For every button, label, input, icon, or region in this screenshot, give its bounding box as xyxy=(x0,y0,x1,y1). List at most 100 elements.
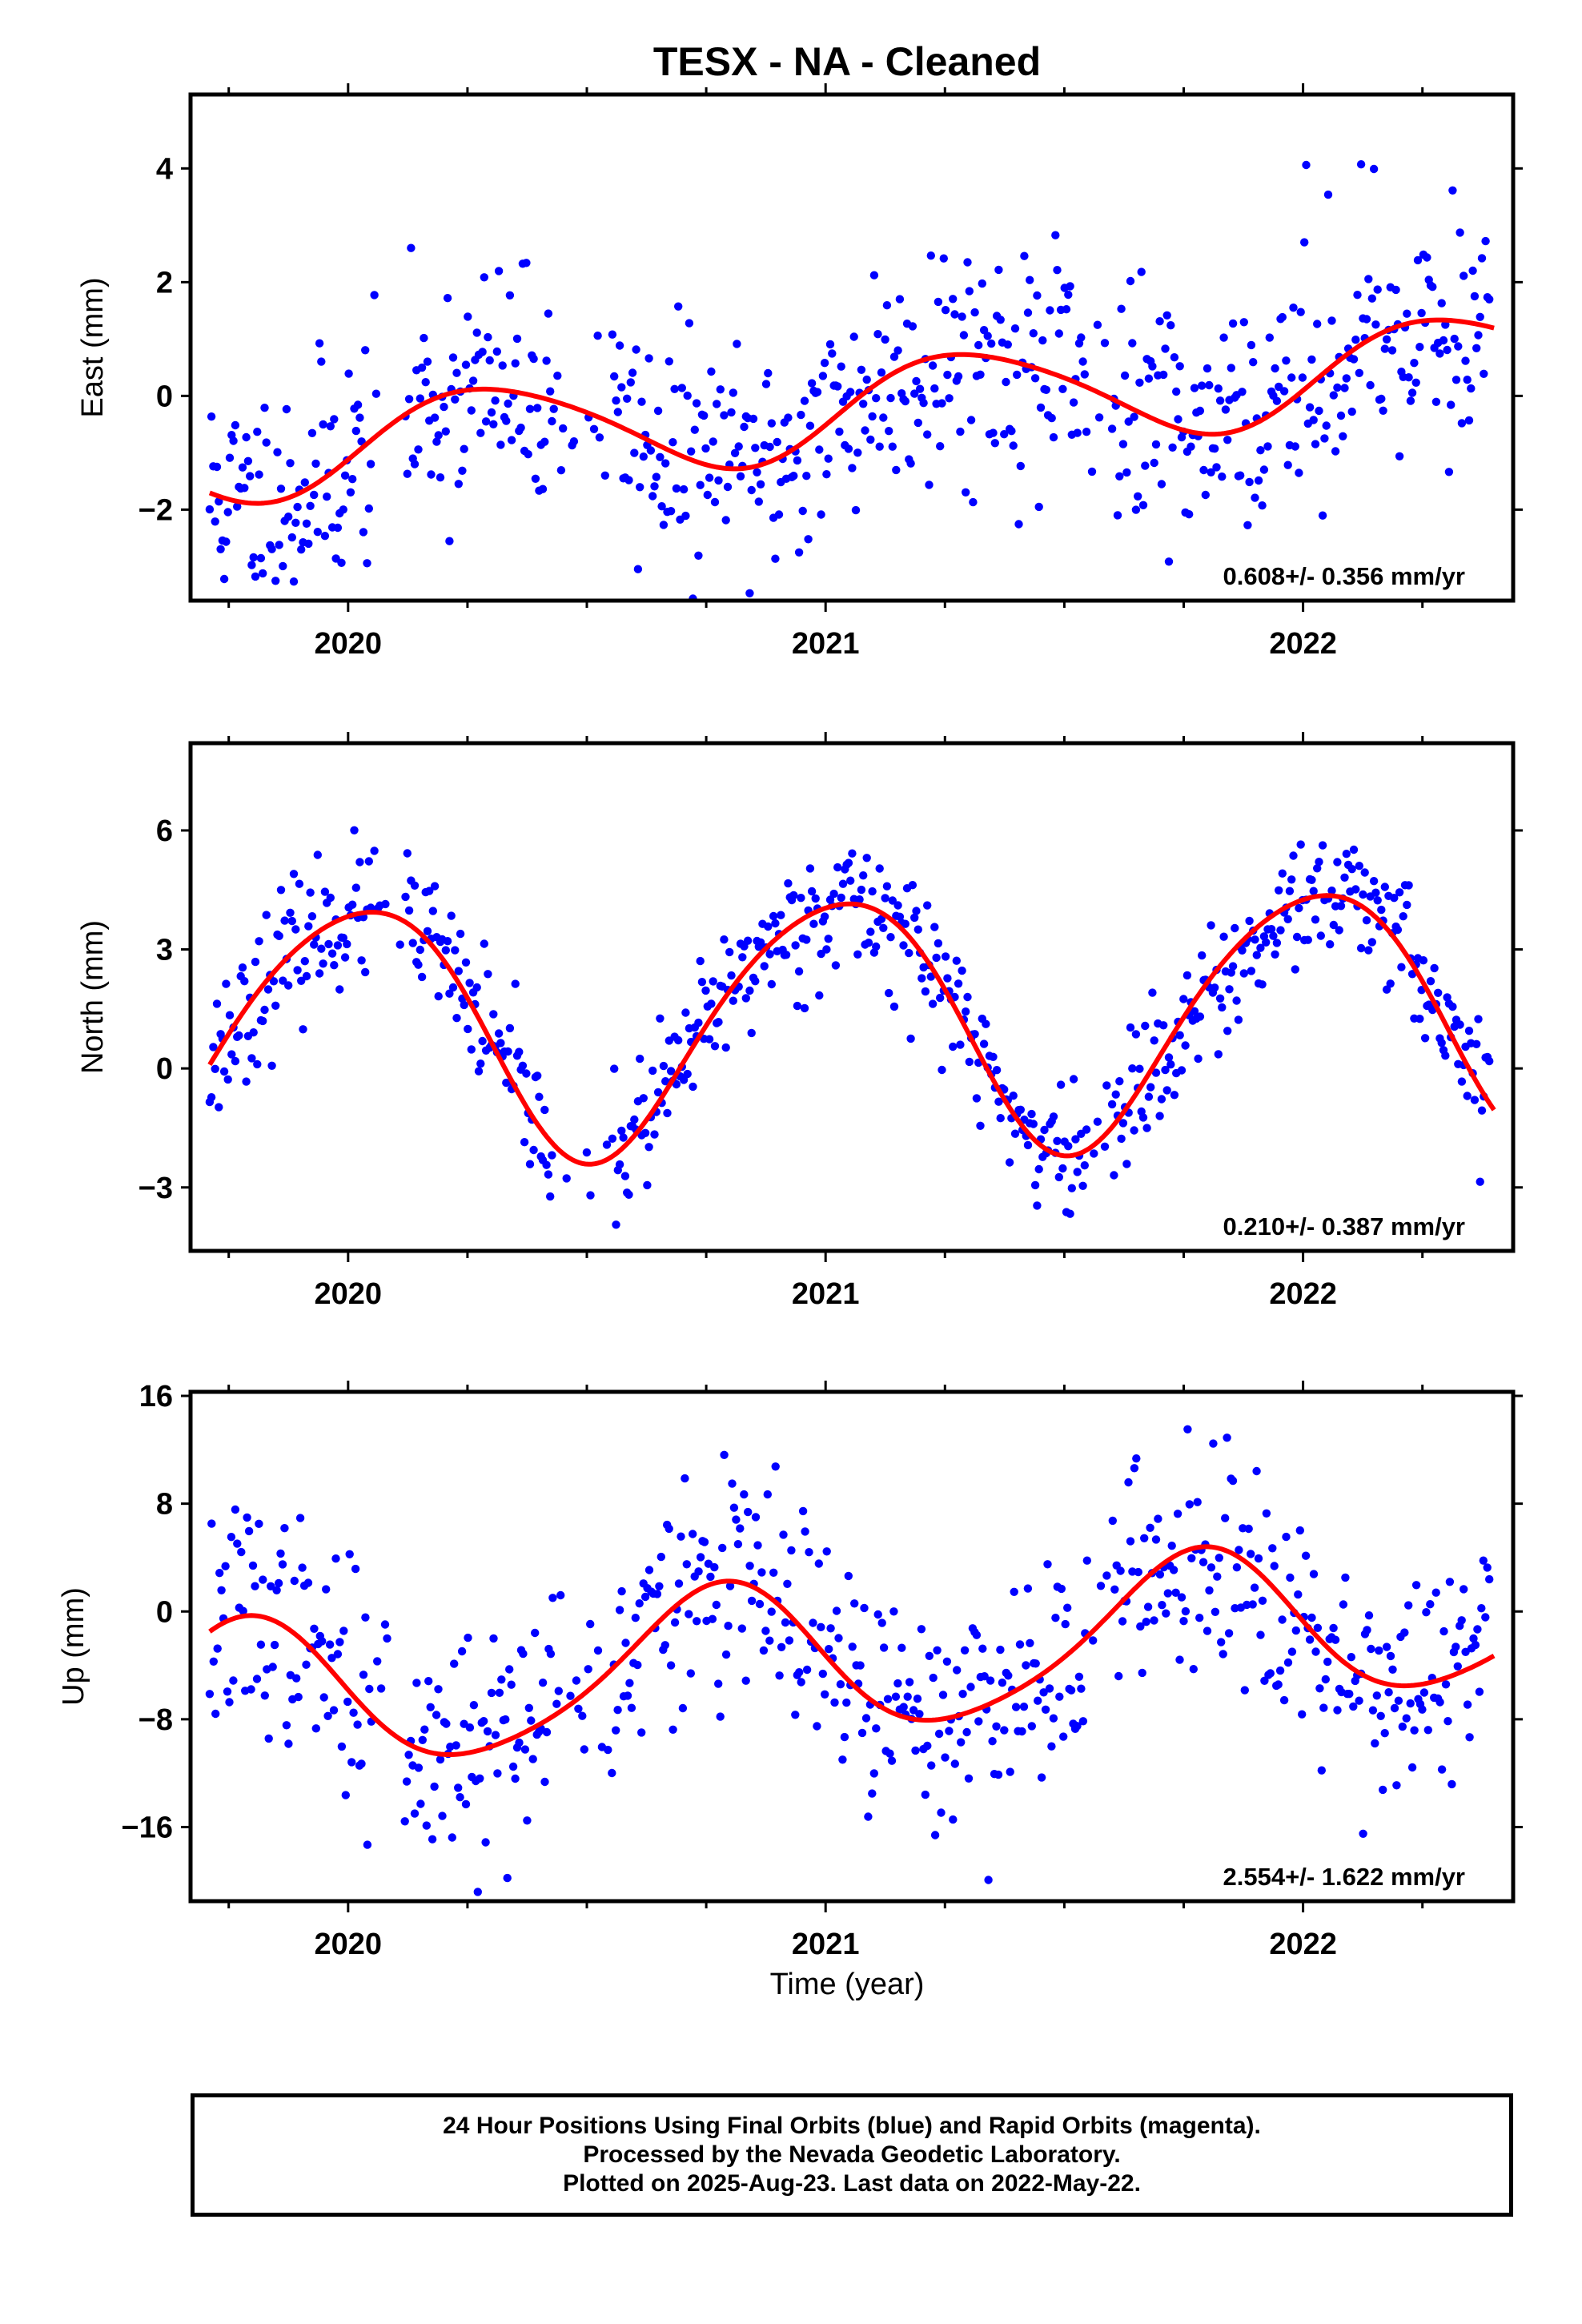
data-point xyxy=(1426,1600,1435,1609)
data-point xyxy=(329,1706,339,1715)
data-point xyxy=(1415,1015,1424,1023)
data-point xyxy=(962,1007,970,1016)
data-point xyxy=(1476,312,1484,321)
data-point xyxy=(714,1679,723,1688)
data-point xyxy=(460,1000,468,1010)
data-point xyxy=(403,469,412,478)
data-point xyxy=(1439,336,1448,345)
data-point xyxy=(418,1735,427,1744)
data-point xyxy=(1143,1602,1153,1611)
data-point xyxy=(440,402,448,412)
data-point xyxy=(297,545,306,554)
data-point xyxy=(945,394,954,403)
data-point xyxy=(523,1816,532,1825)
data-point xyxy=(1410,1726,1419,1735)
data-point xyxy=(219,1067,229,1076)
data-point xyxy=(889,1607,898,1616)
data-point xyxy=(215,1569,224,1578)
data-point xyxy=(969,497,978,507)
data-point xyxy=(504,399,512,408)
data-point xyxy=(1238,946,1247,955)
data-point xyxy=(1367,1644,1375,1654)
data-point xyxy=(1485,1056,1494,1066)
data-point xyxy=(850,1599,859,1608)
data-point xyxy=(267,545,276,553)
data-point xyxy=(546,387,555,396)
data-point xyxy=(341,1791,350,1799)
data-point xyxy=(779,1530,788,1539)
data-point xyxy=(805,864,815,873)
data-point xyxy=(941,306,950,315)
data-point xyxy=(945,1727,954,1735)
data-point xyxy=(1194,1054,1203,1063)
data-point xyxy=(522,1069,531,1078)
data-point xyxy=(685,1610,693,1618)
data-point xyxy=(1096,1582,1106,1590)
data-point xyxy=(1347,407,1356,416)
data-point xyxy=(617,383,626,392)
data-point xyxy=(710,497,720,507)
data-point xyxy=(741,994,750,1003)
data-point xyxy=(1207,1563,1216,1572)
data-point xyxy=(681,1474,689,1483)
data-point xyxy=(1441,1680,1451,1689)
data-point xyxy=(882,301,892,310)
data-point xyxy=(1294,1590,1303,1599)
data-point xyxy=(672,484,681,493)
data-point xyxy=(1037,1773,1046,1782)
data-point xyxy=(899,941,908,950)
data-point xyxy=(901,396,910,406)
data-point xyxy=(1126,1537,1135,1546)
data-point xyxy=(1259,465,1269,474)
data-point xyxy=(1448,1002,1457,1011)
data-point xyxy=(249,1028,258,1037)
data-point xyxy=(720,935,729,944)
data-point xyxy=(1170,353,1179,362)
data-point xyxy=(714,476,723,485)
data-point xyxy=(333,1650,343,1659)
data-point xyxy=(793,1001,802,1011)
data-point xyxy=(300,957,309,966)
data-point xyxy=(207,412,216,421)
data-point xyxy=(970,308,979,317)
data-point xyxy=(994,1097,1003,1106)
data-point xyxy=(260,404,269,412)
data-point xyxy=(756,480,765,489)
data-point xyxy=(1207,921,1215,930)
data-point xyxy=(318,1637,327,1646)
data-point xyxy=(775,1671,784,1680)
y-tick-label: −3 xyxy=(139,1172,173,1205)
data-point xyxy=(476,428,485,437)
data-point xyxy=(849,332,858,341)
data-point xyxy=(319,959,327,968)
data-point xyxy=(627,1703,636,1712)
data-point xyxy=(559,424,568,433)
data-point xyxy=(1066,1209,1074,1218)
data-point xyxy=(949,1042,958,1051)
data-point xyxy=(1078,1717,1088,1726)
data-point xyxy=(1166,1060,1175,1069)
data-point xyxy=(925,1651,934,1660)
data-point xyxy=(1159,370,1168,380)
data-point xyxy=(464,1633,472,1642)
data-point xyxy=(259,1575,267,1584)
data-point xyxy=(1248,1600,1257,1609)
data-point xyxy=(644,354,653,363)
data-point xyxy=(544,309,553,318)
data-point xyxy=(1064,290,1073,300)
data-point xyxy=(353,1720,362,1729)
data-point xyxy=(910,913,919,923)
data-point xyxy=(229,436,238,445)
data-point xyxy=(489,1634,498,1643)
data-point xyxy=(1258,1596,1267,1606)
data-point xyxy=(1212,463,1221,472)
data-point xyxy=(669,438,677,447)
data-point xyxy=(1007,427,1016,436)
data-point xyxy=(1077,1684,1086,1693)
data-point xyxy=(223,1075,232,1084)
data-point xyxy=(764,922,773,931)
data-point xyxy=(1217,1638,1226,1647)
data-point xyxy=(709,977,717,986)
data-point xyxy=(538,1679,548,1687)
data-point xyxy=(364,857,373,866)
